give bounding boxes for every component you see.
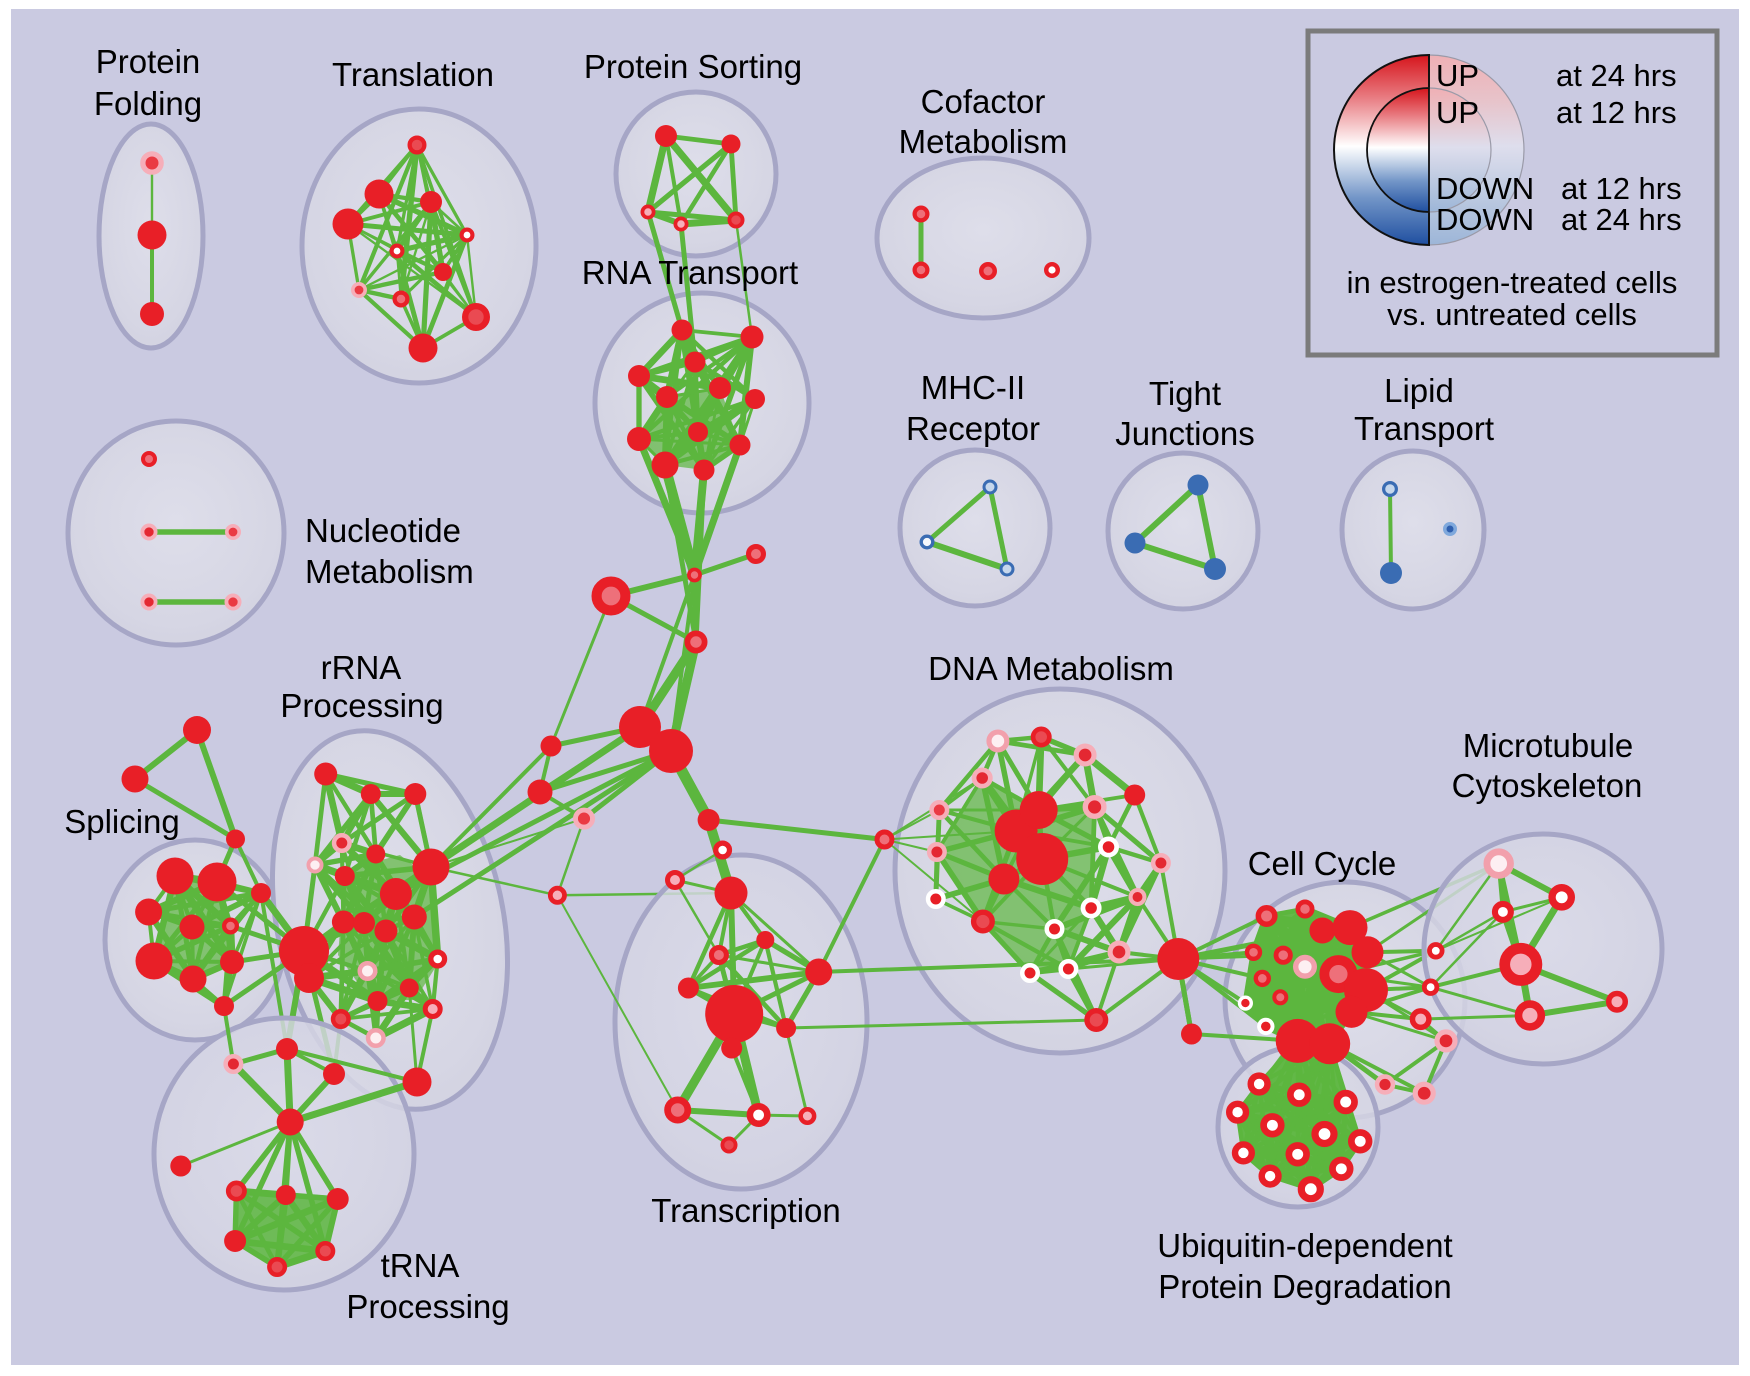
svg-text:Protein Degradation: Protein Degradation (1158, 1268, 1452, 1305)
svg-text:Translation: Translation (332, 56, 494, 93)
svg-text:Tight: Tight (1149, 375, 1221, 412)
svg-text:Folding: Folding (94, 85, 202, 122)
svg-text:at 24 hrs: at 24 hrs (1561, 202, 1682, 237)
svg-text:Transport: Transport (1354, 410, 1494, 447)
svg-text:Cofactor: Cofactor (921, 83, 1046, 120)
svg-text:in estrogen-treated cells: in estrogen-treated cells (1347, 265, 1678, 300)
svg-text:Metabolism: Metabolism (305, 553, 474, 590)
svg-text:at 12 hrs: at 12 hrs (1556, 95, 1677, 130)
svg-text:at 24 hrs: at 24 hrs (1556, 58, 1677, 93)
svg-text:Transcription: Transcription (651, 1192, 841, 1229)
svg-text:UP: UP (1436, 58, 1479, 93)
svg-text:Protein Sorting: Protein Sorting (584, 48, 802, 85)
svg-text:Junctions: Junctions (1115, 415, 1254, 452)
svg-text:MHC-II: MHC-II (921, 369, 1025, 406)
svg-text:DNA Metabolism: DNA Metabolism (928, 650, 1174, 687)
svg-text:Receptor: Receptor (906, 410, 1040, 447)
svg-text:UP: UP (1436, 95, 1479, 130)
svg-text:Microtubule: Microtubule (1463, 727, 1634, 764)
svg-text:Ubiquitin-dependent: Ubiquitin-dependent (1157, 1227, 1452, 1264)
svg-text:RNA Transport: RNA Transport (582, 254, 798, 291)
svg-text:Metabolism: Metabolism (899, 123, 1068, 160)
svg-text:Processing: Processing (346, 1288, 509, 1325)
svg-text:tRNA: tRNA (381, 1247, 460, 1284)
svg-text:Cell Cycle: Cell Cycle (1248, 845, 1397, 882)
svg-text:DOWN: DOWN (1436, 171, 1534, 206)
svg-text:DOWN: DOWN (1436, 202, 1534, 237)
svg-text:Protein: Protein (96, 43, 201, 80)
svg-text:Splicing: Splicing (64, 803, 180, 840)
svg-text:Processing: Processing (280, 687, 443, 724)
svg-text:Cytoskeleton: Cytoskeleton (1452, 767, 1643, 804)
svg-text:at 12 hrs: at 12 hrs (1561, 171, 1682, 206)
svg-text:Lipid: Lipid (1384, 372, 1454, 409)
svg-text:vs. untreated cells: vs. untreated cells (1387, 297, 1637, 332)
svg-text:rRNA: rRNA (321, 649, 402, 686)
svg-text:Nucleotide: Nucleotide (305, 512, 461, 549)
